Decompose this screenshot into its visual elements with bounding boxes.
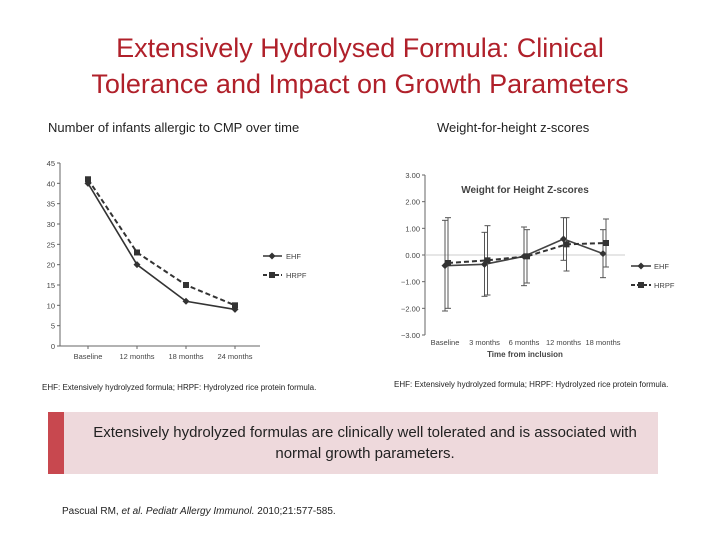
legend-marker-hrpf (638, 282, 644, 288)
right-caption: EHF: Extensively hydrolyzed formula; HRP… (394, 380, 669, 389)
title-line-2: Tolerance and Impact on Growth Parameter… (91, 69, 629, 99)
y-tick-label: 10 (47, 301, 55, 310)
x-tick-label: 18 months (168, 352, 203, 361)
x-tick-label: 12 months (546, 338, 581, 347)
y-tick-label: 20 (47, 261, 55, 270)
data-point-hrpf (484, 257, 491, 264)
data-point-hrpf (563, 241, 570, 248)
y-tick-label: 3.00 (405, 171, 420, 180)
legend-marker-ehf (268, 252, 276, 260)
x-tick-label: Baseline (74, 352, 103, 361)
y-tick-label: 0 (51, 342, 55, 351)
y-tick-label: 5 (51, 322, 55, 331)
data-point-hrpf (603, 240, 609, 246)
x-tick-label: 6 months (509, 338, 540, 347)
y-tick-label: 45 (47, 159, 55, 168)
y-tick-label: 40 (47, 179, 55, 188)
data-point-hrpf (134, 249, 140, 256)
y-tick-label: 0.00 (405, 251, 420, 260)
data-point-hrpf (232, 302, 238, 309)
y-tick-label: 30 (47, 220, 55, 229)
legend-label-ehf: EHF (286, 252, 301, 261)
series-line-ehf (87, 182, 236, 311)
y-tick-label: 35 (47, 200, 55, 209)
y-tick-label: −1.00 (401, 278, 420, 287)
x-tick-label: 24 months (217, 352, 252, 361)
legend-label-ehf: EHF (654, 262, 669, 271)
x-tick-label: Baseline (431, 338, 460, 347)
citation-etal: et al. Pediatr Allergy Immunol. (121, 506, 255, 517)
title-line-1: Extensively Hydrolysed Formula: Clinical (116, 33, 604, 63)
citation: Pascual RM, et al. Pediatr Allergy Immun… (62, 506, 336, 517)
series-line-hrpf (447, 242, 607, 264)
data-point-ehf (560, 235, 567, 243)
citation-rest: 2010;21:577-585. (254, 506, 336, 517)
conclusion-accent-bar (48, 412, 64, 474)
right-chart-heading: Weight-for-height z-scores (437, 120, 590, 135)
data-point-hrpf (183, 282, 189, 288)
slide-title: Extensively Hydrolysed Formula: Clinical… (20, 30, 700, 102)
x-tick-label: 12 months (119, 352, 154, 361)
data-point-hrpf (524, 253, 530, 260)
legend-marker-hrpf (269, 272, 275, 278)
x-tick-label: 18 months (585, 338, 620, 347)
citation-authors: Pascual RM, (62, 506, 122, 517)
y-tick-label: 15 (47, 281, 55, 290)
conclusion-text: Extensively hydrolyzed formulas are clin… (93, 424, 637, 462)
x-tick-label: 3 months (469, 338, 500, 347)
left-caption: EHF: Extensively hydrolyzed formula; HRP… (42, 383, 317, 392)
legend-label-hrpf: HRPF (286, 271, 307, 280)
data-point-ehf (182, 297, 190, 305)
data-point-hrpf (85, 176, 91, 183)
left-chart-heading: Number of infants allergic to CMP over t… (48, 120, 300, 135)
data-point-ehf (133, 261, 141, 269)
y-tick-label: 25 (47, 240, 55, 249)
conclusion-band: Extensively hydrolyzed formulas are clin… (48, 412, 658, 474)
y-tick-label: 1.00 (405, 224, 420, 233)
legend-marker-ehf (637, 262, 645, 270)
y-tick-label: −3.00 (401, 331, 420, 340)
data-point-hrpf (445, 260, 451, 266)
y-tick-label: −2.00 (401, 304, 420, 313)
x-axis-label: Time from inclusion (487, 350, 563, 359)
allergy-line-chart: 0 5 10 15 20 25 30 35 40 45 Baseline 12 months 18 mo… (47, 159, 307, 361)
zscore-line-chart: Weight for Height Z-scores −3.00 −2.00 −1.0… (401, 171, 675, 359)
chart-title: Weight for Height Z-scores (461, 185, 589, 196)
data-point-ehf (84, 179, 92, 187)
y-tick-label: 2.00 (405, 198, 420, 207)
legend-label-hrpf: HRPF (654, 281, 675, 290)
series-line-hrpf (87, 178, 236, 307)
data-point-ehf (599, 250, 607, 258)
